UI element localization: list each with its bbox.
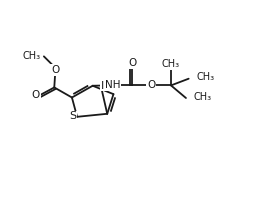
Text: NH: NH [105,80,120,90]
Text: O: O [147,80,155,90]
Text: I: I [100,81,104,91]
Text: O: O [51,65,59,75]
Text: CH₃: CH₃ [23,51,41,61]
Text: CH₃: CH₃ [162,59,180,69]
Text: O: O [128,58,137,68]
Text: S: S [69,111,77,121]
Text: CH₃: CH₃ [194,92,212,102]
Text: O: O [31,90,40,100]
Text: CH₃: CH₃ [196,72,215,82]
